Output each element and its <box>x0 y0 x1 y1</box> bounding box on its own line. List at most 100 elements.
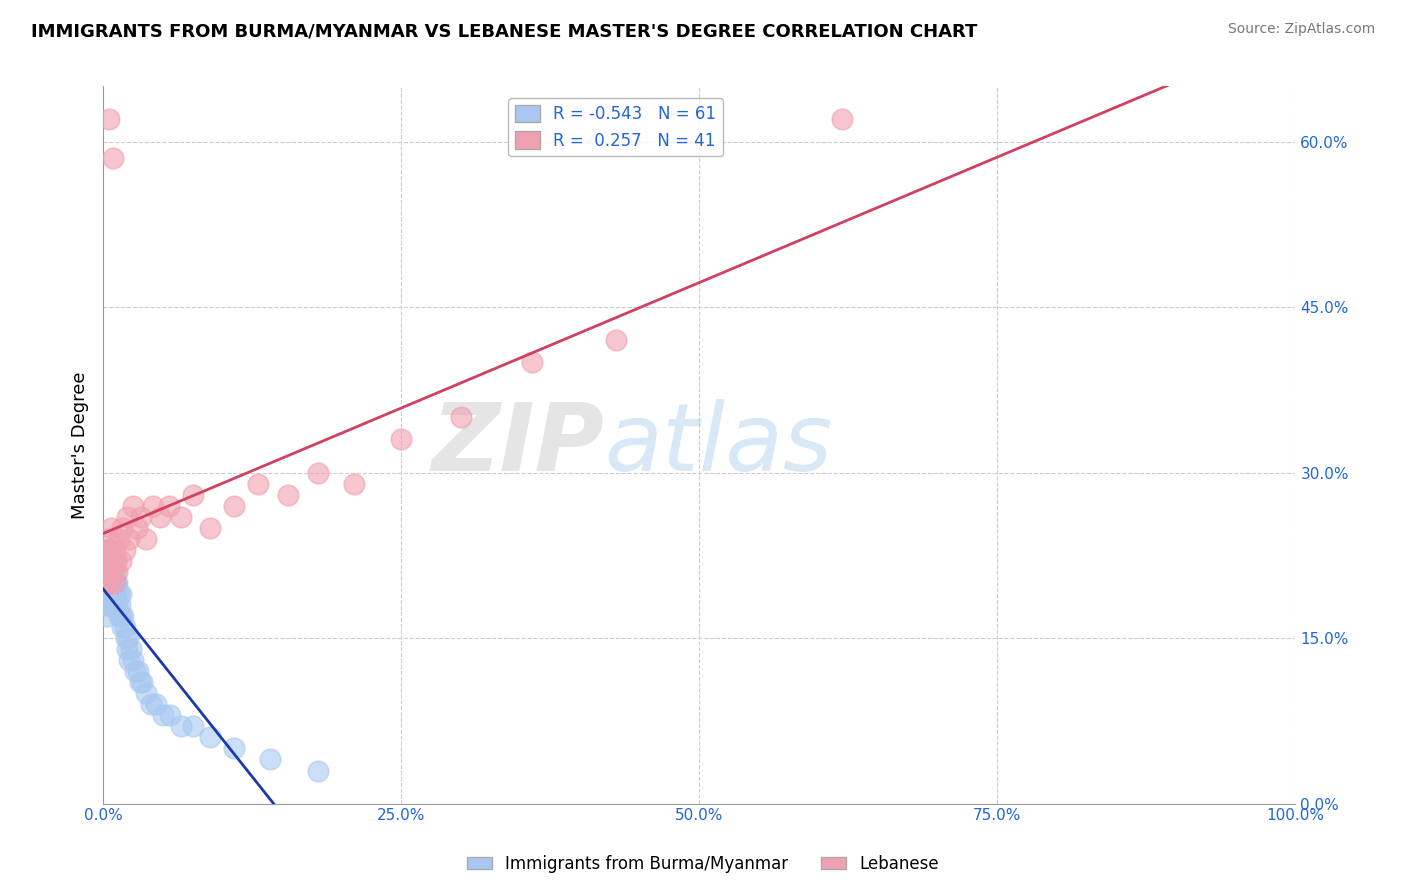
Point <box>112 609 135 624</box>
Y-axis label: Master's Degree: Master's Degree <box>72 371 89 519</box>
Point <box>114 542 136 557</box>
Point <box>105 576 128 591</box>
Point <box>200 521 222 535</box>
Point <box>120 642 142 657</box>
Point <box>115 642 138 657</box>
Point <box>93 554 115 568</box>
Point <box>107 532 129 546</box>
Text: IMMIGRANTS FROM BURMA/MYANMAR VS LEBANESE MASTER'S DEGREE CORRELATION CHART: IMMIGRANTS FROM BURMA/MYANMAR VS LEBANES… <box>31 22 977 40</box>
Point <box>117 631 139 645</box>
Point <box>96 554 118 568</box>
Point <box>181 488 204 502</box>
Point <box>135 532 157 546</box>
Point <box>94 542 117 557</box>
Point <box>115 509 138 524</box>
Point <box>149 509 172 524</box>
Point <box>118 653 141 667</box>
Point <box>100 521 122 535</box>
Point <box>100 565 122 579</box>
Point <box>100 576 122 591</box>
Point <box>96 576 118 591</box>
Point <box>98 587 121 601</box>
Point <box>142 499 165 513</box>
Point <box>118 532 141 546</box>
Point <box>96 576 118 591</box>
Point <box>103 554 125 568</box>
Point <box>259 752 281 766</box>
Point <box>93 587 115 601</box>
Point <box>127 664 149 678</box>
Point <box>97 565 120 579</box>
Point <box>277 488 299 502</box>
Point <box>129 675 152 690</box>
Point <box>105 587 128 601</box>
Point <box>450 410 472 425</box>
Point <box>114 631 136 645</box>
Point <box>101 554 124 568</box>
Point <box>94 565 117 579</box>
Point <box>96 542 118 557</box>
Text: atlas: atlas <box>605 400 832 491</box>
Point <box>159 708 181 723</box>
Legend: R = -0.543   N = 61, R =  0.257   N = 41: R = -0.543 N = 61, R = 0.257 N = 41 <box>509 98 723 156</box>
Point <box>103 576 125 591</box>
Point <box>98 576 121 591</box>
Point <box>94 565 117 579</box>
Point <box>98 554 121 568</box>
Point <box>104 542 127 557</box>
Point <box>110 587 132 601</box>
Point <box>122 653 145 667</box>
Point <box>125 521 148 535</box>
Point <box>107 565 129 579</box>
Point <box>98 576 121 591</box>
Point <box>522 355 544 369</box>
Text: Source: ZipAtlas.com: Source: ZipAtlas.com <box>1227 22 1375 37</box>
Point <box>122 499 145 513</box>
Point <box>307 466 329 480</box>
Point <box>107 576 129 591</box>
Point <box>94 598 117 612</box>
Point <box>104 576 127 591</box>
Point <box>169 509 191 524</box>
Point <box>98 554 121 568</box>
Point <box>111 521 134 535</box>
Point <box>605 333 627 347</box>
Point <box>389 433 412 447</box>
Point <box>104 565 127 579</box>
Point <box>224 499 246 513</box>
Point <box>131 675 153 690</box>
Point <box>169 719 191 733</box>
Point <box>107 609 129 624</box>
Text: ZIP: ZIP <box>432 399 605 491</box>
Point <box>157 499 180 513</box>
Point <box>831 112 853 127</box>
Point <box>97 587 120 601</box>
Point <box>181 719 204 733</box>
Point <box>104 587 127 601</box>
Point <box>98 112 121 127</box>
Point <box>107 587 129 601</box>
Point <box>103 576 125 591</box>
Point <box>100 565 122 579</box>
Point <box>107 598 129 612</box>
Point <box>101 565 124 579</box>
Point <box>152 708 174 723</box>
Point <box>101 587 124 601</box>
Point <box>98 542 121 557</box>
Point <box>135 686 157 700</box>
Point <box>224 741 246 756</box>
Point <box>97 532 120 546</box>
Point <box>98 598 121 612</box>
Point <box>98 565 121 579</box>
Point <box>111 620 134 634</box>
Point <box>100 598 122 612</box>
Point <box>114 620 136 634</box>
Point <box>103 598 125 612</box>
Point <box>307 764 329 778</box>
Point <box>110 609 132 624</box>
Point <box>200 731 222 745</box>
Point <box>124 664 146 678</box>
Legend: Immigrants from Burma/Myanmar, Lebanese: Immigrants from Burma/Myanmar, Lebanese <box>460 848 946 880</box>
Point <box>101 151 124 165</box>
Point <box>110 554 132 568</box>
